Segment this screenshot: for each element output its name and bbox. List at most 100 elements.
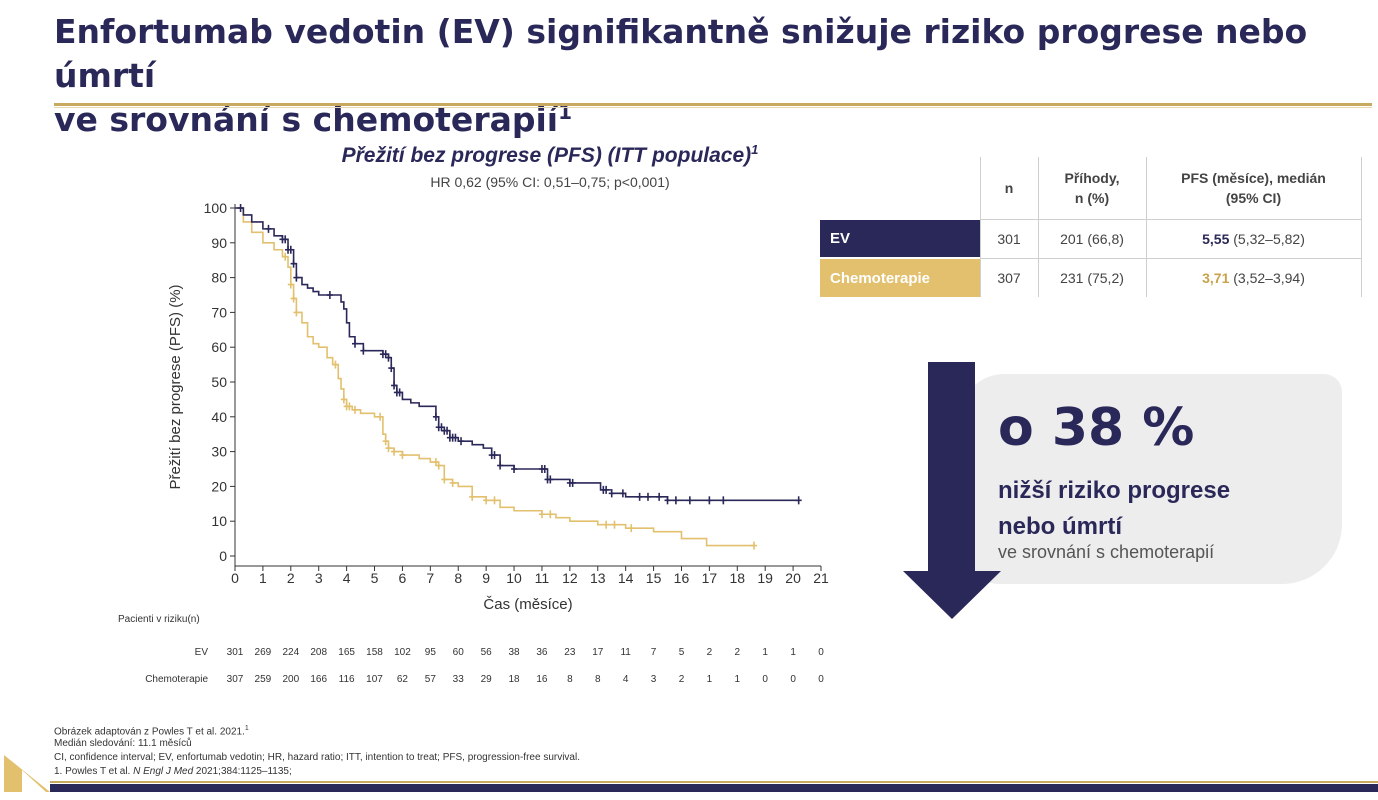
- y-tick-label: 10: [211, 513, 227, 529]
- x-tick-label: 19: [757, 570, 773, 586]
- risk-value: 11: [620, 647, 631, 658]
- risk-value: 0: [818, 674, 824, 685]
- footnote-2: Medián sledování: 11.1 měsíců: [54, 738, 192, 749]
- chemo-median-ci: (3,52–3,94): [1233, 270, 1305, 286]
- header-pfs-l2: (95% CI): [1225, 190, 1282, 206]
- header-events: Příhody, n (%): [1038, 157, 1146, 219]
- x-tick-label: 2: [287, 570, 295, 586]
- table-divider: [1361, 157, 1362, 297]
- callout-text: nižší riziko progrese nebo úmrtí: [998, 473, 1230, 545]
- risk-value: 158: [366, 647, 383, 658]
- risk-value: 2: [678, 674, 685, 685]
- cell-ev-events: 201 (66,8): [1060, 230, 1124, 247]
- callout-line3: ve srovnání s chemoterapií: [998, 542, 1215, 562]
- risk-value: 56: [480, 647, 492, 658]
- bottom-gold-bar: [50, 781, 1378, 783]
- x-tick-label: 21: [813, 570, 829, 586]
- risk-row-label: EV: [194, 647, 208, 658]
- risk-value: 60: [452, 647, 464, 658]
- risk-value: 107: [366, 674, 383, 685]
- ev-median-value: 5,55: [1202, 230, 1230, 247]
- title-divider: [54, 103, 1372, 106]
- x-tick-label: 16: [674, 570, 690, 586]
- x-tick-label: 12: [562, 570, 578, 586]
- y-tick-label: 70: [211, 304, 227, 320]
- cell-chemo-events: 231 (75,2): [1060, 270, 1124, 286]
- callout-background: [960, 374, 1342, 584]
- chart-title-sup: 1: [751, 142, 759, 157]
- risk-value: 8: [594, 674, 601, 685]
- risk-value: 33: [452, 674, 464, 685]
- y-tick-label: 60: [211, 339, 227, 355]
- row-label-ev: EV: [820, 220, 980, 257]
- risk-value: 301: [226, 647, 244, 658]
- slide-title-line1: Enfortumab vedotin (EV) signifikantně sn…: [54, 12, 1308, 95]
- footnote-3: CI, confidence interval; EV, enfortumab …: [54, 752, 580, 763]
- risk-value: 23: [564, 647, 576, 658]
- risk-value: 307: [226, 674, 244, 685]
- risk-value: 1: [706, 674, 713, 685]
- risk-value: 38: [508, 647, 520, 658]
- chart-title-text: Přežití bez progrese (PFS) (ITT populace…: [341, 144, 752, 167]
- risk-value: 17: [592, 647, 604, 658]
- y-tick-label: 80: [211, 270, 227, 286]
- risk-value: 3: [650, 674, 657, 685]
- risk-value: 224: [282, 647, 300, 658]
- table-divider: [980, 258, 1362, 259]
- risk-value: 102: [394, 647, 411, 658]
- x-tick-label: 6: [399, 570, 407, 586]
- y-axis-label: Přežití bez progrese (PFS) (%): [167, 284, 184, 489]
- y-tick-label: 40: [211, 409, 227, 425]
- y-tick-label: 20: [211, 478, 227, 494]
- risk-value: 0: [818, 647, 824, 658]
- x-tick-label: 20: [785, 570, 801, 586]
- risk-value: 1: [790, 647, 796, 658]
- x-tick-label: 4: [343, 570, 351, 586]
- risk-value: 259: [254, 674, 272, 685]
- series-line-chemoterapie: [235, 207, 755, 547]
- header-events-l1: Příhody,: [1064, 170, 1120, 186]
- risk-value: 95: [424, 647, 436, 658]
- x-tick-label: 17: [702, 570, 718, 586]
- x-tick-label: 14: [618, 570, 634, 586]
- risk-value: 16: [536, 674, 548, 685]
- callout-line1: nižší riziko progrese: [998, 477, 1231, 504]
- x-axis-label: Čas (měsíce): [483, 596, 572, 613]
- cell-chemo-median: 3,71 (3,52–3,94): [1146, 259, 1361, 297]
- ev-median-ci: (5,32–5,82): [1233, 230, 1305, 247]
- chart-title: Přežití bez progrese (PFS) (ITT populace…: [230, 142, 870, 168]
- footnote-4-journal: N Engl J Med: [133, 766, 194, 777]
- series-line-ev: [235, 207, 799, 502]
- summary-table: n Příhody, n (%) PFS (měsíce), medián (9…: [820, 157, 1362, 297]
- x-tick-label: 3: [315, 570, 323, 586]
- risk-value: 4: [622, 674, 629, 685]
- x-tick-label: 13: [590, 570, 606, 586]
- y-tick-label: 30: [211, 444, 227, 460]
- x-tick-label: 10: [506, 570, 522, 586]
- header-pfs: PFS (měsíce), medián (95% CI): [1146, 157, 1361, 219]
- cell-chemo-n: 307: [997, 270, 1021, 286]
- risk-reduction-percent: o 38 %: [998, 398, 1195, 458]
- table-divider: [980, 157, 981, 297]
- table-divider: [1038, 157, 1039, 297]
- y-tick-label: 100: [204, 200, 228, 216]
- table-divider: [980, 219, 1362, 220]
- risk-value: 0: [790, 674, 796, 685]
- risk-value: 1: [762, 647, 768, 658]
- slide-title: Enfortumab vedotin (EV) signifikantně sn…: [54, 10, 1354, 142]
- header-pfs-l1: PFS (měsíce), medián: [1181, 170, 1326, 186]
- risk-table-title: Pacienti v riziku(n): [118, 614, 200, 625]
- x-tick-label: 18: [729, 570, 745, 586]
- x-tick-label: 15: [646, 570, 662, 586]
- footnote-4: 1. Powles T et al. N Engl J Med 2021;384…: [54, 765, 292, 779]
- callout-line2: nebo úmrtí: [998, 513, 1122, 540]
- down-arrow-icon: [903, 571, 1001, 619]
- cell-ev-n: 301: [997, 230, 1021, 247]
- y-tick-label: 90: [211, 235, 227, 251]
- risk-value: 8: [567, 674, 573, 685]
- chart-subtitle: HR 0,62 (95% CI: 0,51–0,75; p<0,001): [430, 174, 670, 190]
- header-events-l2: n (%): [1074, 190, 1110, 206]
- risk-value: 7: [650, 647, 657, 658]
- risk-value: 2: [734, 647, 741, 658]
- x-tick-label: 5: [371, 570, 379, 586]
